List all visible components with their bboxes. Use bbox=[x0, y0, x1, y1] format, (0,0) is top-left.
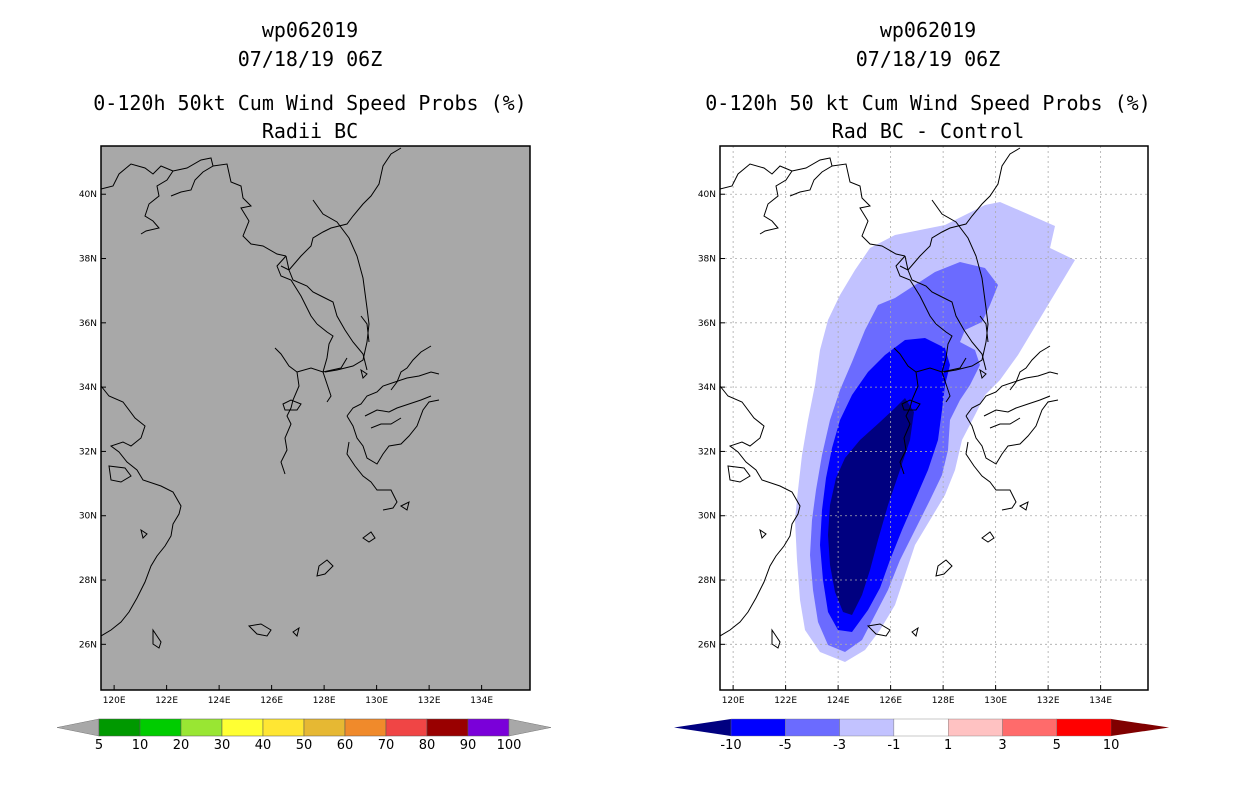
colorbar-swatch bbox=[467, 718, 510, 737]
right-difference-contours bbox=[795, 202, 1075, 662]
colorbar-label: 90 bbox=[460, 738, 477, 753]
lon-tick-label: 128E bbox=[932, 696, 955, 706]
lat-tick-label: 28N bbox=[79, 576, 97, 586]
right-map: 120E 122E 124E 126E 128E 130E 132E 134E 40N 38N 36… bbox=[698, 145, 1149, 706]
right-map-frame bbox=[719, 145, 1149, 691]
colorbar-label: 80 bbox=[419, 738, 436, 753]
colorbar-swatch bbox=[1056, 718, 1112, 737]
lon-tick-label: 120E bbox=[722, 696, 745, 706]
colorbar-swatch bbox=[785, 718, 840, 737]
lon-tick-label: 122E bbox=[774, 696, 797, 706]
colorbar-low-end bbox=[56, 718, 100, 737]
left-storm-id: wp062019 bbox=[261, 18, 359, 42]
colorbar-label: 60 bbox=[337, 738, 354, 753]
colorbar-swatch bbox=[1002, 718, 1057, 737]
right-storm-id: wp062019 bbox=[879, 18, 977, 42]
lat-tick-label: 26N bbox=[79, 640, 97, 650]
colorbar-label: 10 bbox=[132, 738, 149, 753]
lat-tick-label: 30N bbox=[698, 512, 716, 522]
right-axis-ticks: 120E 122E 124E 126E 128E 130E 132E 134E 40N 38N 36… bbox=[698, 190, 1113, 706]
colorbar-swatch bbox=[948, 718, 1003, 737]
lat-tick-label: 34N bbox=[698, 383, 716, 393]
lon-tick-label: 126E bbox=[260, 696, 283, 706]
lat-tick-label: 32N bbox=[698, 447, 716, 457]
right-colorbar: -10 -5 -3 -1 1 3 5 10 bbox=[674, 718, 1170, 753]
colorbar-swatch bbox=[262, 718, 305, 737]
lon-tick-label: 134E bbox=[1089, 696, 1112, 706]
right-datetime: 07/18/19 06Z bbox=[855, 47, 1001, 71]
colorbar-high-end bbox=[508, 718, 552, 737]
contour-below-minus10 bbox=[828, 398, 914, 615]
colorbar-swatch bbox=[385, 718, 428, 737]
right-gridlines bbox=[720, 146, 1148, 690]
colorbar-label: 1 bbox=[944, 738, 952, 753]
left-map-frame bbox=[100, 145, 531, 691]
colorbar-swatch bbox=[426, 718, 469, 737]
colorbar-label: -10 bbox=[720, 738, 741, 753]
lon-tick-label: 124E bbox=[208, 696, 231, 706]
lat-tick-label: 36N bbox=[79, 319, 97, 329]
lat-tick-label: 40N bbox=[698, 190, 716, 200]
colorbar-swatch bbox=[98, 718, 141, 737]
left-map: 120E 122E 124E 126E 128E 130E 132E 134E 40N 38N 36… bbox=[79, 145, 531, 706]
colorbar-high-end bbox=[1111, 719, 1170, 736]
colorbar-label: -1 bbox=[887, 738, 900, 753]
lat-tick-label: 40N bbox=[79, 190, 97, 200]
lon-tick-label: 122E bbox=[155, 696, 178, 706]
colorbar-swatch bbox=[730, 718, 786, 737]
lat-tick-label: 26N bbox=[698, 640, 716, 650]
colorbar-low-end bbox=[674, 719, 731, 736]
colorbar-label: 10 bbox=[1103, 738, 1120, 753]
colorbar-swatch bbox=[139, 718, 182, 737]
left-map-background bbox=[101, 146, 530, 690]
lon-tick-label: 130E bbox=[365, 696, 388, 706]
left-axis-ticks: 120E 122E 124E 126E 128E 130E 132E 134E 40N 38N 36… bbox=[79, 190, 494, 706]
lat-tick-label: 30N bbox=[79, 512, 97, 522]
colorbar-label: 70 bbox=[378, 738, 395, 753]
lon-tick-label: 132E bbox=[418, 696, 441, 706]
lon-tick-label: 130E bbox=[984, 696, 1007, 706]
colorbar-swatch bbox=[839, 718, 895, 737]
colorbar-label: 40 bbox=[255, 738, 272, 753]
left-subtitle: Radii BC bbox=[261, 119, 359, 143]
lon-tick-label: 134E bbox=[470, 696, 493, 706]
right-subtitle: Rad BC - Control bbox=[831, 119, 1025, 143]
lon-tick-label: 132E bbox=[1037, 696, 1060, 706]
left-colorbar: 5 10 20 30 40 50 60 70 80 90 100 bbox=[56, 718, 552, 753]
colorbar-swatch bbox=[303, 718, 346, 737]
colorbar-label: -3 bbox=[833, 738, 846, 753]
lat-tick-label: 36N bbox=[698, 319, 716, 329]
colorbar-label: 20 bbox=[173, 738, 190, 753]
right-title: 0-120h 50 kt Cum Wind Speed Probs (%) bbox=[705, 91, 1151, 115]
colorbar-swatch bbox=[893, 718, 949, 737]
colorbar-label: 3 bbox=[998, 738, 1006, 753]
colorbar-swatch bbox=[344, 718, 387, 737]
colorbar-label: 50 bbox=[296, 738, 313, 753]
lon-tick-label: 120E bbox=[103, 696, 126, 706]
colorbar-swatch bbox=[180, 718, 223, 737]
colorbar-label: -5 bbox=[779, 738, 792, 753]
colorbar-label: 5 bbox=[1053, 738, 1061, 753]
left-title: 0-120h 50kt Cum Wind Speed Probs (%) bbox=[93, 91, 527, 115]
lon-tick-label: 126E bbox=[879, 696, 902, 706]
colorbar-label: 5 bbox=[95, 738, 103, 753]
lat-tick-label: 38N bbox=[79, 255, 97, 265]
lon-tick-label: 128E bbox=[313, 696, 336, 706]
colorbar-label: 100 bbox=[497, 738, 522, 753]
colorbar-swatch bbox=[221, 718, 264, 737]
colorbar-label: 30 bbox=[214, 738, 231, 753]
lat-tick-label: 34N bbox=[79, 383, 97, 393]
lon-tick-label: 124E bbox=[827, 696, 850, 706]
lat-tick-label: 28N bbox=[698, 576, 716, 586]
left-datetime: 07/18/19 06Z bbox=[237, 47, 383, 71]
lat-tick-label: 32N bbox=[79, 447, 97, 457]
lat-tick-label: 38N bbox=[698, 255, 716, 265]
